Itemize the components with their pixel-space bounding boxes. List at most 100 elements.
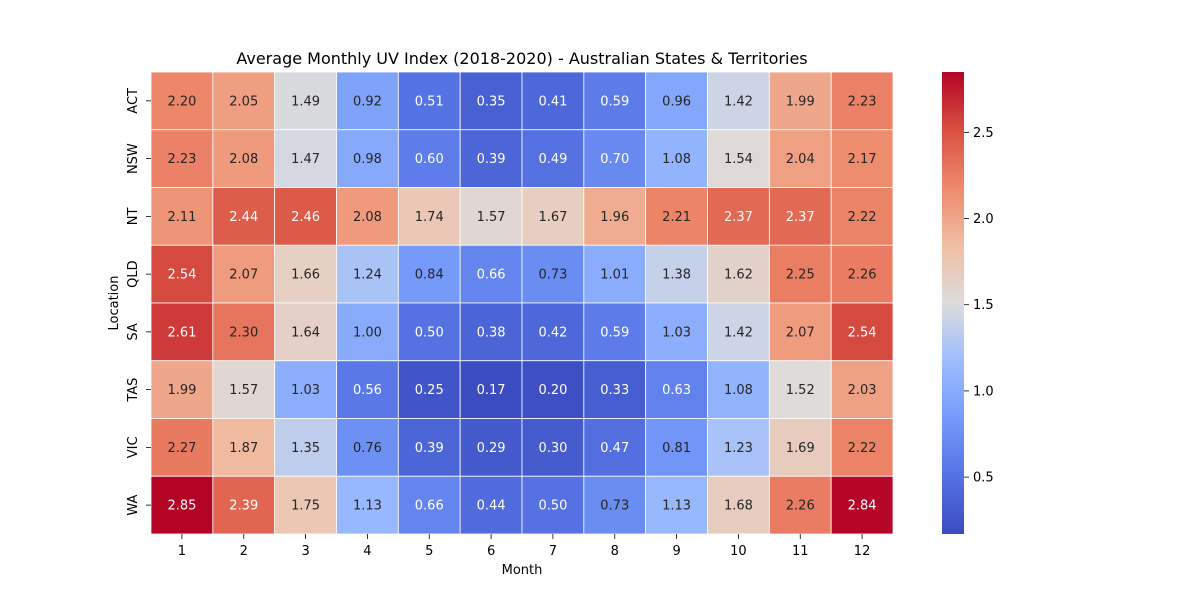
heatmap-cell [336, 244, 399, 304]
x-tick-label: 4 [363, 544, 371, 559]
heatmap-cell [768, 244, 832, 304]
cell-value-label: 1.13 [662, 499, 691, 514]
cell-value-label: 2.46 [291, 210, 320, 225]
cell-value-label: 1.38 [662, 268, 691, 283]
heatmap-cell [521, 360, 585, 419]
cell-value-label: 1.75 [291, 499, 320, 514]
heatmap-cell [768, 129, 832, 188]
x-tick-label: 10 [730, 544, 747, 559]
heatmap-cell [645, 244, 708, 304]
cell-value-label: 0.84 [415, 268, 444, 283]
cell-value-label: 1.03 [291, 383, 320, 398]
cell-value-label: 1.08 [662, 152, 691, 167]
cell-value-label: 1.13 [353, 499, 382, 514]
cell-value-label: 2.07 [786, 325, 815, 340]
cell-value-label: 0.51 [415, 94, 444, 109]
heatmap-cell [645, 129, 708, 188]
heatmap-cell [521, 129, 585, 188]
cell-value-label: 0.70 [600, 152, 629, 167]
y-axis: ACT NSW NT QLD SA TAS VIC WA [126, 88, 151, 516]
heatmap-cell [583, 360, 647, 419]
y-tick-label: SA [126, 323, 141, 340]
cell-value-label: 2.30 [229, 325, 258, 340]
x-tick-label: 6 [487, 544, 495, 559]
cell-value-label: 0.20 [538, 383, 567, 398]
colorbar: 0.5 1.0 1.5 2.0 2.5 [942, 72, 994, 534]
heatmap-cell [583, 475, 647, 535]
cell-value-label: 2.21 [662, 210, 691, 225]
cell-value-label: 0.76 [353, 441, 382, 456]
heatmap-cell [768, 418, 832, 477]
cell-value-label: 1.52 [786, 383, 815, 398]
colorbar-tick-label: 2.0 [973, 212, 994, 227]
cell-value-label: 0.50 [538, 499, 567, 514]
cell-value-label: 1.96 [600, 210, 629, 225]
cell-value-label: 1.03 [662, 325, 691, 340]
heatmap-cell [397, 71, 461, 131]
cell-value-label: 2.23 [167, 152, 196, 167]
cell-value-label: 2.11 [167, 210, 196, 225]
heatmap-cell [707, 71, 770, 131]
x-tick-label: 9 [672, 544, 680, 559]
heatmap-cell [212, 418, 276, 477]
y-axis-label: Location [107, 276, 122, 331]
cell-value-label: 0.38 [477, 325, 506, 340]
y-tick-label: WA [126, 495, 141, 516]
heatmap-cell [521, 418, 585, 477]
heatmap-cell [274, 71, 337, 131]
heatmap-cell [583, 129, 647, 188]
cell-value-label: 0.56 [353, 383, 382, 398]
cell-value-label: 1.57 [229, 383, 258, 398]
x-axis-label: Month [502, 563, 543, 578]
cell-value-label: 2.85 [167, 499, 196, 514]
heatmap-cell [212, 129, 276, 188]
cell-value-label: 1.47 [291, 152, 320, 167]
cell-value-label: 0.17 [477, 383, 506, 398]
cell-value-label: 1.24 [353, 268, 382, 283]
heatmap-cell [459, 302, 523, 362]
heatmap-cell [150, 129, 214, 188]
cell-value-label: 1.54 [724, 152, 753, 167]
heatmap-cell [150, 360, 214, 419]
cell-value-label: 1.57 [477, 210, 506, 225]
heatmap-cell [397, 187, 461, 246]
cell-value-label: 2.26 [786, 499, 815, 514]
cell-value-label: 1.67 [538, 210, 567, 225]
cell-value-label: 1.99 [167, 383, 196, 398]
heatmap-cell [459, 129, 523, 188]
heatmap-cell [336, 187, 399, 246]
heatmap-cell [150, 302, 214, 362]
y-tick-label: NSW [126, 143, 141, 174]
cell-value-label: 2.54 [167, 268, 196, 283]
heatmap-cell [830, 475, 894, 535]
heatmap-cell [274, 302, 337, 362]
heatmap-cell [768, 475, 832, 535]
cell-value-label: 2.22 [848, 210, 877, 225]
cell-value-label: 2.26 [848, 268, 877, 283]
cell-value-label: 1.00 [353, 325, 382, 340]
x-tick-label: 5 [425, 544, 433, 559]
cell-value-label: 0.50 [415, 325, 444, 340]
cell-value-label: 1.69 [786, 441, 815, 456]
heatmap-cells [150, 71, 894, 535]
heatmap-cell [150, 187, 214, 246]
y-tick-label: NT [126, 207, 141, 225]
cell-value-label: 0.25 [415, 383, 444, 398]
heatmap-cell [150, 418, 214, 477]
x-tick-label: 3 [301, 544, 309, 559]
x-tick-label: 11 [792, 544, 809, 559]
heatmap-cell [707, 360, 770, 419]
cell-value-label: 2.37 [724, 210, 753, 225]
x-tick-label: 2 [240, 544, 248, 559]
heatmap-cell [274, 187, 337, 246]
colorbar-gradient [942, 72, 964, 534]
heatmap-cell [397, 129, 461, 188]
heatmap-cell [274, 244, 337, 304]
heatmap-cell [274, 418, 337, 477]
cell-value-label: 1.66 [291, 268, 320, 283]
cell-value-label: 0.73 [538, 268, 567, 283]
heatmap-cell [336, 71, 399, 131]
heatmap-cell [397, 418, 461, 477]
cell-value-label: 2.54 [848, 325, 877, 340]
